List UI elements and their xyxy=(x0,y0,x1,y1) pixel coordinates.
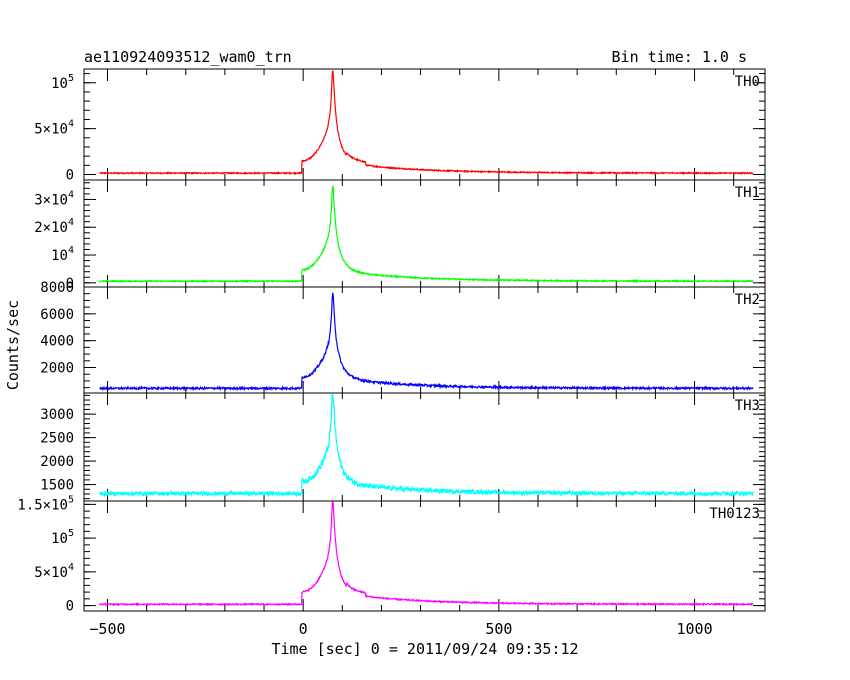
panel-frame xyxy=(83,500,766,612)
panel-th0: 0 5×104 105 TH0 xyxy=(34,68,766,183)
x-axis-label: Time [sec] 0 = 2011/09/24 09:35:12 xyxy=(271,640,578,658)
y-tick-label: 3000 xyxy=(40,407,74,423)
panel-th3: 1500 2000 2500 3000 TH3 xyxy=(40,392,766,502)
y-tick-label: 5×104 xyxy=(34,119,74,138)
panel-frame xyxy=(83,179,766,288)
figure-title: ae110924093512_wam0_trn xyxy=(84,48,292,66)
y-tick-label: 0 xyxy=(66,276,74,292)
y-tick-label: 2×104 xyxy=(34,217,74,236)
panel-name-th3: TH3 xyxy=(735,398,760,414)
y-tick-label: 2000 xyxy=(40,454,74,470)
y-tick-label: 104 xyxy=(51,245,74,264)
panel-th2: 2000 4000 6000 8000 TH2 xyxy=(40,280,766,394)
y-tick-label: 4000 xyxy=(40,334,74,350)
series-line-th2 xyxy=(99,292,754,392)
y-tick-label: 6000 xyxy=(40,307,74,323)
x-tick-label: 1000 xyxy=(676,620,712,638)
x-tick-label: 500 xyxy=(485,620,512,638)
series-line-th3 xyxy=(99,392,754,498)
panel-frame xyxy=(83,68,766,181)
y-tick-label: 105 xyxy=(51,528,74,547)
panel-name-th0123: TH0123 xyxy=(709,506,760,522)
y-tick-label: 2000 xyxy=(40,361,74,377)
y-tick-label: 1500 xyxy=(40,478,74,494)
bin-time-label: Bin time: 1.0 s xyxy=(612,48,747,66)
y-axis-label: Counts/sec xyxy=(4,300,22,390)
panel-frame xyxy=(83,392,766,502)
panels-group: 0 5×104 105 TH0 0 104 2×104 3×104 TH1 2000 4000 600… xyxy=(17,68,766,638)
panel-name-th2: TH2 xyxy=(735,292,760,308)
y-tick-label: 5×104 xyxy=(34,562,74,581)
x-tick-label: 0 xyxy=(299,620,308,638)
y-tick-label: 2500 xyxy=(40,431,74,447)
panel-frame xyxy=(83,286,766,394)
series-line-th0123 xyxy=(99,501,754,607)
panel-th1: 0 104 2×104 3×104 TH1 xyxy=(34,179,766,292)
panel-th0123: 0 5×104 105 1.5×105 TH0123 xyxy=(17,494,766,615)
y-tick-label: 105 xyxy=(51,73,74,92)
series-line-th1 xyxy=(99,185,754,284)
panel-name-th0: TH0 xyxy=(735,74,760,90)
y-tick-label: 0 xyxy=(66,599,74,615)
y-tick-label: 0 xyxy=(66,167,74,183)
y-tick-label: 8000 xyxy=(40,280,74,296)
x-tick-label: −500 xyxy=(89,620,125,638)
panel-name-th1: TH1 xyxy=(735,185,760,201)
series-line-th0 xyxy=(99,70,754,176)
y-tick-label: 1.5×105 xyxy=(17,494,74,513)
y-tick-label: 3×104 xyxy=(34,189,74,208)
